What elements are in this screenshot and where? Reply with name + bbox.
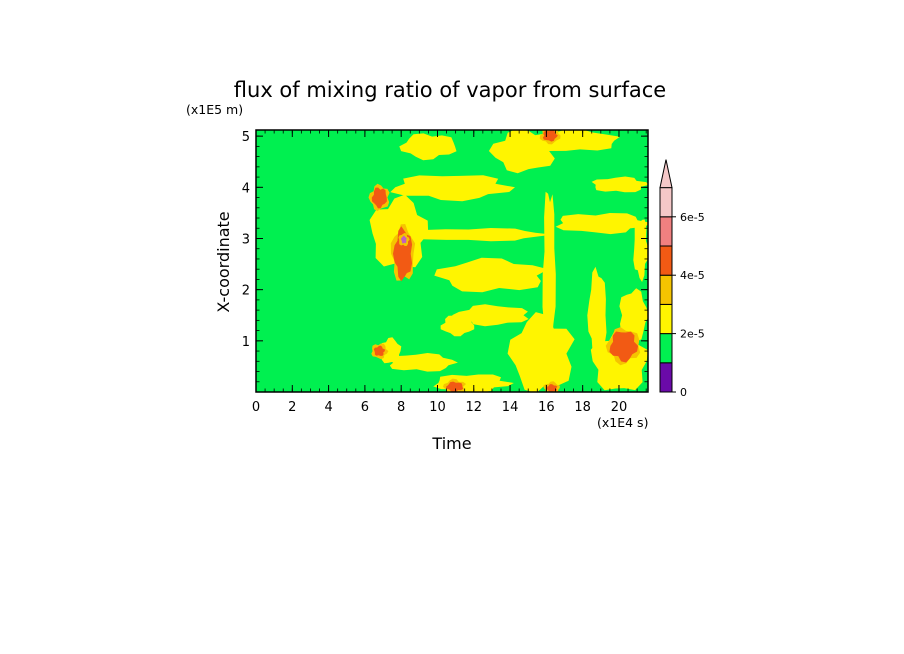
y-tick-label: 5 — [242, 130, 250, 145]
x-tick-label: 10 — [429, 400, 446, 415]
x-unit-label: (x1E4 s) — [597, 415, 648, 430]
plot-frame — [255, 129, 649, 393]
y-axis: 1 2 3 4 5 — [242, 130, 648, 383]
yellow-region — [387, 353, 458, 372]
yellow-region — [434, 257, 549, 293]
x-tick-label: 4 — [324, 400, 332, 415]
x-axis-label: Time — [431, 434, 471, 453]
x-tick-label: 6 — [361, 400, 369, 415]
colorbar-tick-label: 0 — [680, 386, 687, 399]
y-unit-label: (x1E5 m) — [186, 102, 243, 117]
y-tick-label: 4 — [242, 181, 250, 196]
yellow-region — [399, 133, 457, 161]
yellow-region — [452, 304, 529, 327]
colorbar: 0 2e-5 4e-5 6e-5 — [659, 159, 705, 399]
yellow-region — [440, 315, 475, 337]
yellow-region — [591, 176, 648, 193]
x-tick-label: 8 — [397, 400, 405, 415]
high-region — [401, 235, 407, 244]
x-tick-label: 16 — [538, 400, 555, 415]
high-region — [445, 381, 464, 392]
x-tick-label: 0 — [252, 400, 260, 415]
x-tick-label: 20 — [611, 400, 628, 415]
colorbar-extend-arrow — [659, 159, 673, 189]
x-tick-label: 12 — [466, 400, 483, 415]
y-axis-label: X-coordinate — [214, 211, 233, 312]
yellow-region — [555, 213, 648, 235]
yellow-region — [507, 312, 575, 392]
colorbar-segment — [659, 303, 673, 335]
high-region — [609, 331, 639, 363]
colorbar-segment — [659, 245, 673, 276]
yellow-region — [413, 228, 553, 242]
colorbar-tick-label: 4e-5 — [680, 269, 705, 282]
yellow-region — [633, 219, 648, 282]
colorbar-segment — [659, 333, 673, 364]
x-tick-label: 18 — [574, 400, 591, 415]
yellow-region — [619, 288, 648, 342]
colorbar-segment — [659, 362, 673, 393]
high-region — [373, 345, 385, 356]
y-tick-label: 1 — [242, 335, 250, 350]
chart-title: flux of mixing ratio of vapor from surfa… — [234, 78, 666, 102]
high-region — [371, 187, 387, 209]
colorbar-tick-label: 2e-5 — [680, 328, 705, 341]
high-value-regions — [368, 130, 641, 392]
x-tick-label: 14 — [502, 400, 519, 415]
colorbar-segment — [659, 187, 673, 218]
colorbar-tick-label: 6e-5 — [680, 211, 705, 224]
y-tick-label: 3 — [242, 232, 250, 247]
yellow-region — [390, 175, 515, 202]
yellow-region — [587, 266, 607, 366]
x-axis: 0 2 4 6 8 10 12 14 16 18 20 — [252, 130, 647, 415]
x-tick-label: 2 — [288, 400, 296, 415]
y-tick-label: 2 — [242, 284, 250, 299]
colorbar-segment — [659, 216, 673, 247]
plot-background — [256, 130, 648, 392]
plot-area — [256, 130, 648, 392]
colorbar-segment — [659, 274, 673, 305]
high-region — [545, 384, 558, 392]
